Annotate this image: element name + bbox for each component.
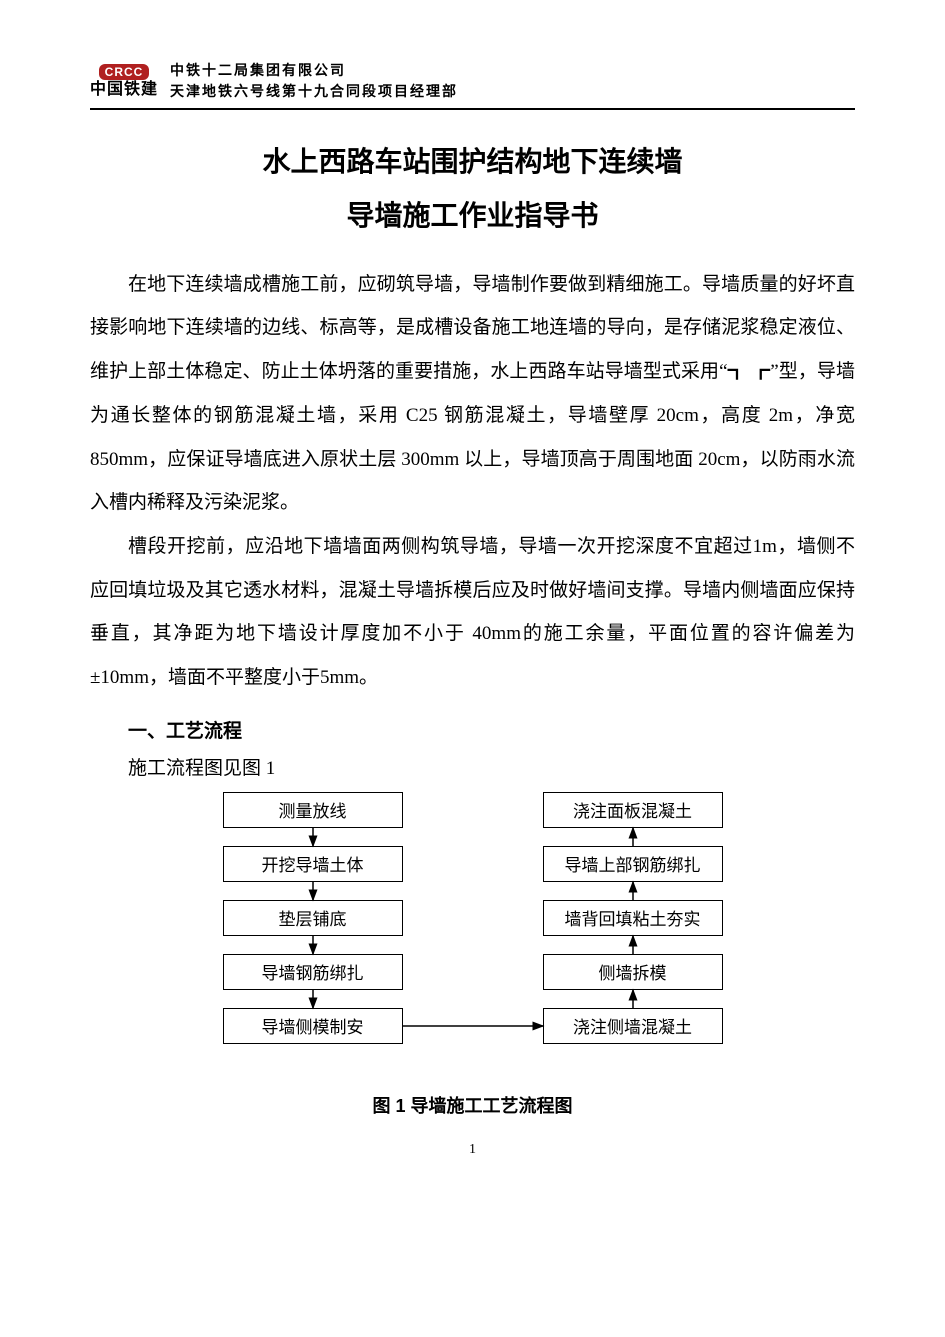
flowchart: 测量放线浇注面板混凝土开挖导墙土体导墙上部钢筋绑扎垫层铺底墙背回填粘土夯实导墙钢… [203, 792, 743, 1082]
page-number: 1 [90, 1142, 855, 1158]
flowchart-container: 测量放线浇注面板混凝土开挖导墙土体导墙上部钢筋绑扎垫层铺底墙背回填粘土夯实导墙钢… [90, 792, 855, 1082]
paragraph-1: 在地下连续墙成槽施工前，应砌筑导墙，导墙制作要做到精细施工。导墙质量的好坏直接影… [90, 263, 855, 525]
document-page: CRCC 中国铁建 中铁十二局集团有限公司 天津地铁六号线第十九合同段项目经理部… [0, 0, 945, 1188]
company-line-2: 天津地铁六号线第十九合同段项目经理部 [170, 81, 458, 102]
paragraph-2: 槽段开挖前，应沿地下墙墙面两侧构筑导墙，导墙一次开挖深度不宜超过1m，墙侧不应回… [90, 525, 855, 700]
page-header: CRCC 中国铁建 中铁十二局集团有限公司 天津地铁六号线第十九合同段项目经理部 [90, 60, 855, 110]
company-logo: CRCC 中国铁建 [90, 64, 158, 98]
figure-caption: 图 1 导墙施工工艺流程图 [90, 1092, 855, 1118]
body-text: 在地下连续墙成槽施工前，应砌筑导墙，导墙制作要做到精细施工。导墙质量的好坏直接影… [90, 263, 855, 700]
section-heading: 一、工艺流程 [90, 716, 855, 743]
document-title-line1: 水上西路车站围护结构地下连续墙 [90, 138, 855, 188]
header-company-text: 中铁十二局集团有限公司 天津地铁六号线第十九合同段项目经理部 [170, 60, 458, 102]
figure-reference: 施工流程图见图 1 [90, 753, 855, 780]
logo-abbr: CRCC [99, 64, 150, 80]
logo-cn-text: 中国铁建 [90, 82, 158, 98]
company-line-1: 中铁十二局集团有限公司 [170, 60, 458, 81]
document-title-line2: 导墙施工作业指导书 [90, 192, 855, 242]
